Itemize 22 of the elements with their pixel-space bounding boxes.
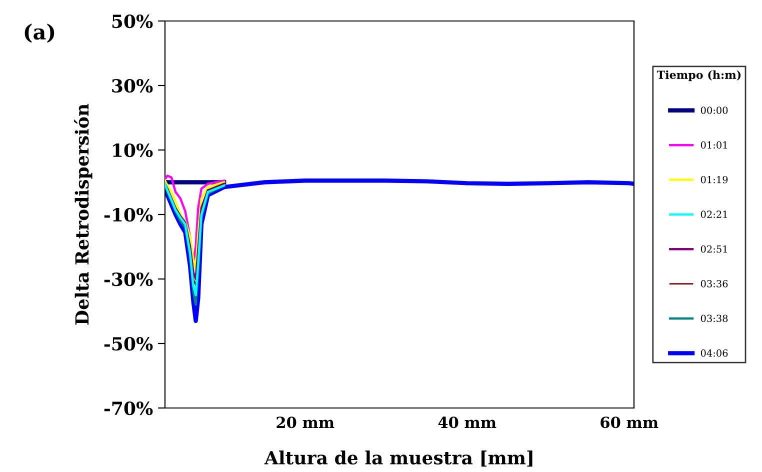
legend-label: 01:01 (700, 141, 727, 149)
y-axis-title: Delta Retrodispersión (74, 104, 92, 325)
legend-label: 00:00 (700, 106, 728, 114)
legend-label: 01:19 (700, 176, 728, 184)
x-axis-title: Altura de la muestra [mm] (264, 450, 532, 467)
text: (a) (24, 24, 54, 43)
legend-label: 03:38 (700, 314, 728, 322)
legend-label: 04:06 (700, 349, 728, 357)
y-tick-label: 50% (112, 14, 153, 28)
legend-label: 02:51 (700, 245, 727, 253)
y-tick-label: -10% (104, 208, 153, 222)
y-tick-label: -30% (104, 272, 153, 286)
legend-label: 02:21 (700, 210, 727, 218)
x-tick-label: 60 mm (600, 416, 658, 428)
legend-label: 03:36 (700, 280, 728, 288)
x-tick-label: 20 mm (276, 416, 334, 428)
y-tick-label: -50% (104, 336, 153, 351)
y-tick-label: 30% (112, 78, 153, 93)
x-tick-label: 40 mm (438, 416, 496, 428)
legend-title: Tiempo (h:m) (656, 70, 741, 82)
y-tick-label: 10% (113, 143, 153, 158)
y-tick-label: -70% (104, 401, 153, 416)
